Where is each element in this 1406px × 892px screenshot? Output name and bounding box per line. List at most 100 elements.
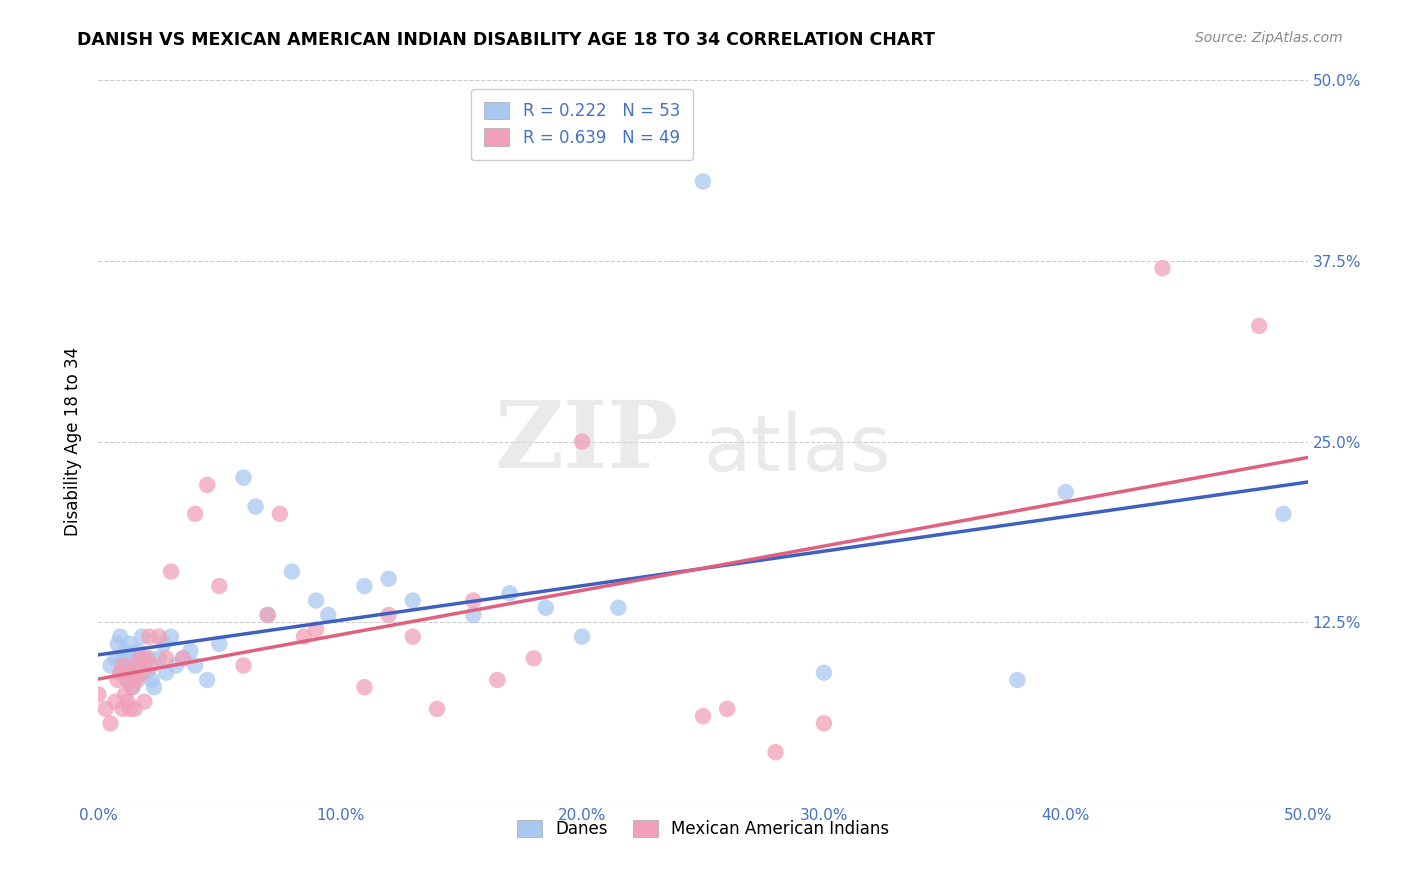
Point (111, 702, 134, 716)
Point (128, 651, 150, 665)
Point (305, 623, 328, 637)
Point (141, 673, 163, 687)
Point (104, 651, 127, 665)
Point (172, 651, 194, 665)
Point (692, 174, 714, 188)
Point (316, 607, 339, 622)
Point (607, 600, 630, 615)
Point (716, 702, 738, 716)
Text: ZIP: ZIP (495, 397, 679, 486)
Point (571, 630, 593, 644)
Point (426, 702, 449, 716)
Point (108, 665, 131, 680)
Point (281, 565, 304, 579)
Point (172, 651, 194, 665)
Text: atlas: atlas (703, 410, 890, 487)
Point (118, 665, 141, 680)
Point (100, 658, 122, 673)
Point (135, 665, 157, 680)
Point (100, 716, 122, 731)
Point (127, 665, 149, 680)
Point (87, 687, 110, 701)
Point (463, 593, 485, 607)
Point (135, 651, 157, 665)
Point (498, 586, 520, 600)
Text: Source: ZipAtlas.com: Source: ZipAtlas.com (1195, 31, 1343, 45)
Point (111, 665, 134, 680)
Point (148, 651, 170, 665)
Point (377, 572, 399, 586)
Legend: Danes, Mexican American Indians: Danes, Mexican American Indians (510, 814, 896, 845)
Point (121, 680, 143, 694)
Point (184, 507, 207, 521)
Point (813, 665, 835, 680)
Point (232, 658, 254, 673)
Point (111, 651, 134, 665)
Point (155, 651, 177, 665)
Point (402, 630, 425, 644)
Point (118, 702, 141, 716)
Point (148, 630, 170, 644)
Point (138, 630, 160, 644)
Point (124, 673, 146, 687)
Point (813, 716, 835, 731)
Point (117, 658, 139, 673)
Point (179, 644, 201, 658)
Point (1249, 318, 1271, 333)
Point (523, 651, 546, 665)
Point (134, 695, 156, 709)
Point (208, 637, 231, 651)
Point (108, 630, 131, 644)
Point (107, 673, 129, 687)
Point (94, 702, 117, 716)
Point (121, 658, 143, 673)
Point (1152, 261, 1174, 276)
Point (107, 637, 129, 651)
Point (160, 565, 183, 579)
Point (256, 607, 278, 622)
Point (104, 695, 127, 709)
Point (131, 630, 153, 644)
Point (1054, 485, 1077, 500)
Point (155, 665, 177, 680)
Point (134, 658, 156, 673)
Point (353, 579, 375, 593)
Point (138, 651, 160, 665)
Point (152, 637, 174, 651)
Point (127, 644, 149, 658)
Point (534, 600, 557, 615)
Point (208, 579, 231, 593)
Point (114, 644, 136, 658)
Point (269, 507, 291, 521)
Point (141, 658, 163, 673)
Point (118, 637, 141, 651)
Point (165, 658, 187, 673)
Point (463, 607, 485, 622)
Point (184, 658, 207, 673)
Point (765, 745, 787, 759)
Point (256, 607, 278, 622)
Point (143, 680, 166, 694)
Point (195, 673, 218, 687)
Point (160, 630, 183, 644)
Point (305, 593, 328, 607)
Point (111, 658, 134, 673)
Point (124, 702, 146, 716)
Point (127, 673, 149, 687)
Point (124, 658, 146, 673)
Point (292, 630, 315, 644)
Point (1272, 507, 1295, 521)
Point (131, 665, 153, 680)
Point (402, 593, 425, 607)
Y-axis label: Disability Age 18 to 34: Disability Age 18 to 34 (65, 347, 83, 536)
Point (124, 651, 146, 665)
Point (245, 500, 267, 514)
Text: DANISH VS MEXICAN AMERICAN INDIAN DISABILITY AGE 18 TO 34 CORRELATION CHART: DANISH VS MEXICAN AMERICAN INDIAN DISABI… (77, 31, 935, 49)
Point (486, 673, 509, 687)
Point (118, 651, 141, 665)
Point (121, 680, 143, 694)
Point (377, 607, 399, 622)
Point (114, 687, 136, 701)
Point (117, 673, 139, 687)
Point (117, 695, 139, 709)
